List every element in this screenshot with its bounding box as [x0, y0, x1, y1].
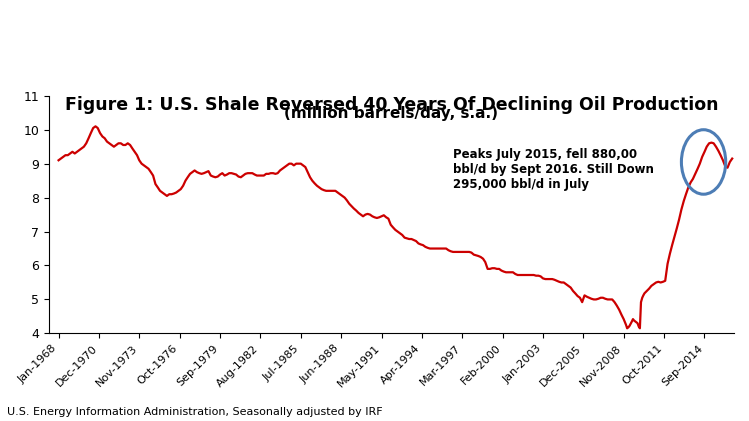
Text: (million barrels/day, s.a.): (million barrels/day, s.a.) [285, 107, 498, 122]
Text: U.S. Energy Information Administration, Seasonally adjusted by IRF: U.S. Energy Information Administration, … [7, 407, 383, 417]
Text: Peaks July 2015, fell 880,00
bbl/d by Sept 2016. Still Down
295,000 bbl/d in Jul: Peaks July 2015, fell 880,00 bbl/d by Se… [453, 148, 654, 192]
Text: Figure 1: U.S. Shale Reversed 40 Years Of Declining Oil Production: Figure 1: U.S. Shale Reversed 40 Years O… [64, 96, 718, 114]
